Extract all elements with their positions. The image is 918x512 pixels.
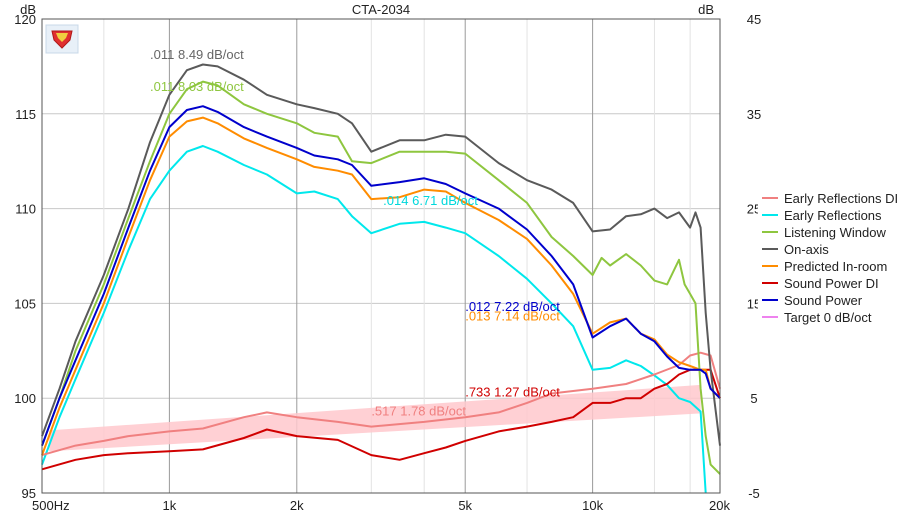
series-line-sound-power	[41, 105, 721, 446]
legend-label: Listening Window	[784, 225, 886, 240]
right-tick-label: 5	[750, 391, 757, 406]
x-tick-label: 2k	[290, 498, 304, 512]
left-tick-label: 120	[14, 12, 36, 27]
x-tick-label: 20k	[709, 498, 730, 512]
legend-label: Predicted In-room	[784, 259, 887, 274]
legend-box	[758, 188, 916, 330]
slope-annotation: .012 7.22 dB/oct	[465, 299, 560, 314]
left-tick-label: 115	[15, 107, 36, 122]
x-tick-label: 500Hz	[32, 498, 70, 512]
right-tick-label: 45	[747, 12, 761, 27]
x-tick-label: 10k	[582, 498, 603, 512]
series-line-early-reflections	[41, 145, 707, 494]
legend-label: Early Reflections DI	[784, 191, 898, 206]
left-axis-unit: dB	[20, 2, 36, 17]
annotations: .011 8.49 dB/oct .011 8.03 dB/oct .014 6.7…	[150, 47, 560, 418]
slope-annotation: .014 6.71 dB/oct	[383, 193, 478, 208]
slope-annotation: .013 7.14 dB/oct	[465, 308, 560, 323]
slope-annotation: .733 1.27 dB/oct	[465, 384, 560, 399]
slope-annotation: .517 1.78 dB/oct	[371, 403, 466, 418]
target-band-area	[49, 384, 701, 452]
right-axis-unit: dB	[698, 2, 714, 17]
x-tick-label: 1k	[163, 498, 177, 512]
legend-label: Target 0 dB/oct	[784, 310, 872, 325]
left-tick-label: 100	[14, 391, 36, 406]
shield-inner	[56, 33, 68, 42]
right-tick-label: 35	[747, 107, 761, 122]
legend-label: Sound Power	[784, 293, 863, 308]
slope-annotation: .011 8.49 dB/oct	[150, 47, 244, 62]
series-line-predicted-in-room	[41, 116, 721, 456]
series-line-listening-window	[41, 80, 721, 475]
left-tick-label: 95	[22, 486, 36, 501]
shield-logo-icon	[45, 24, 79, 54]
legend-label: Sound Power DI	[784, 276, 879, 291]
right-tick-label: 15	[747, 296, 761, 311]
chart-title: CTA-2034	[352, 2, 410, 17]
legend: Early Reflections DI Early Reflections Lis…	[758, 188, 916, 330]
legend-label: On-axis	[784, 242, 829, 257]
slope-annotation: .011 8.03 dB/oct	[150, 79, 244, 94]
series-lines	[41, 63, 721, 494]
target-band	[49, 384, 701, 452]
right-tick-label: -5	[748, 486, 760, 501]
right-tick-label: 25	[747, 202, 761, 217]
axes: 95 100 105 110 115 120 -5 5 15 25 35 45 500Hz 1k 2k 5k 1…	[14, 2, 761, 512]
series-line-sound-power-di	[41, 368, 721, 471]
legend-label: Early Reflections	[784, 208, 882, 223]
plot-frame	[41, 18, 721, 494]
series-line-on-axis	[41, 63, 721, 446]
left-tick-label: 110	[15, 202, 36, 217]
x-tick-label: 5k	[458, 498, 472, 512]
left-tick-label: 105	[14, 296, 36, 311]
